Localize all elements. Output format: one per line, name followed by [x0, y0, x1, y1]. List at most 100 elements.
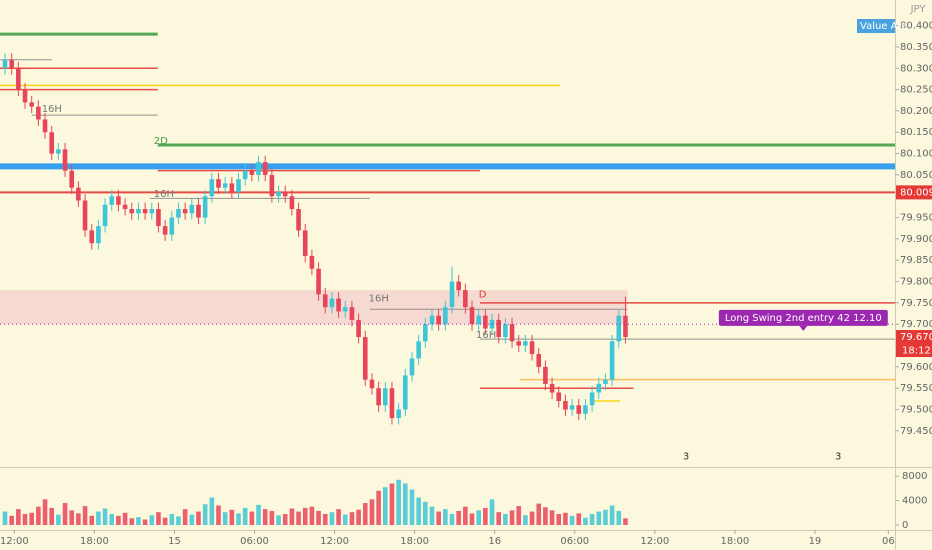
volume-bar — [49, 507, 55, 525]
volume-bar — [336, 509, 341, 525]
currency-label: JPY — [910, 4, 927, 15]
signal-pointer — [799, 325, 808, 331]
volume-bar — [369, 499, 375, 525]
candle-body — [129, 209, 135, 214]
volume-bar — [189, 514, 195, 525]
candle-body — [109, 196, 115, 205]
volume-bar — [583, 517, 588, 525]
x-tick-label: 12:00 — [640, 536, 669, 547]
volume-bar — [563, 512, 568, 525]
candle-body — [403, 375, 408, 410]
volume-bar — [169, 514, 175, 525]
x-tick-label: 18:00 — [400, 536, 429, 547]
candle-body — [142, 209, 148, 214]
candle-body — [569, 405, 575, 410]
countdown: 18:12 — [902, 346, 931, 357]
volume-bar — [269, 510, 275, 525]
candle-body — [389, 388, 395, 419]
volume-bar — [249, 511, 255, 525]
volume-bar — [523, 515, 528, 525]
x-tick-label: 06 — [882, 536, 895, 547]
candle-body — [149, 209, 155, 214]
volume-bar — [309, 506, 315, 525]
volume-bar — [489, 499, 495, 525]
candle-body — [416, 341, 421, 359]
candle-body — [276, 191, 281, 197]
volume-bar — [109, 514, 115, 525]
candle-body — [262, 162, 268, 175]
volume-bar — [16, 509, 21, 525]
y-tick-label: 79.550 — [900, 383, 932, 394]
candle-body — [476, 315, 481, 325]
volume-bar — [202, 504, 208, 525]
candle-body — [463, 290, 468, 308]
volume-bar — [229, 509, 235, 525]
volume-bar — [403, 483, 408, 525]
volume-bar — [569, 515, 575, 525]
candle-body — [496, 319, 502, 338]
volume-bar — [429, 506, 435, 525]
volume-bar — [456, 510, 461, 525]
y-tick-label: 80.350 — [900, 42, 932, 53]
y-tick-label: 80.100 — [900, 149, 932, 160]
volume-bar — [543, 507, 548, 525]
candle-body — [342, 307, 348, 312]
candle-body — [162, 226, 168, 235]
volume-bar — [596, 511, 602, 525]
volume-bar — [136, 517, 141, 525]
candle-body — [102, 204, 108, 227]
volume-bar — [356, 509, 361, 525]
y-tick-label: 80.250 — [900, 85, 932, 96]
candle-body — [423, 324, 428, 342]
volume-bar — [262, 509, 268, 525]
volume-bar — [196, 511, 201, 525]
candle-body — [169, 217, 175, 235]
volume-bar — [556, 514, 562, 525]
volume-bar — [469, 513, 475, 525]
volume-bar — [483, 507, 488, 525]
candle-body — [89, 230, 95, 244]
y-tick-label: 79.900 — [900, 234, 932, 245]
volume-bar — [349, 512, 355, 525]
volume-bar — [409, 489, 415, 525]
volume-bar — [529, 511, 535, 525]
zone — [0, 290, 628, 325]
annotation: 16H — [369, 294, 389, 305]
y-tick-label: 80.150 — [900, 127, 932, 138]
volume-bar — [69, 510, 75, 525]
volume-bar — [589, 514, 595, 525]
candle-body — [409, 358, 415, 376]
y-tick-label: 80.200 — [900, 106, 932, 117]
volume-tick-label: 8000 — [902, 471, 927, 482]
candle-body — [42, 119, 48, 133]
candle-body — [576, 405, 582, 414]
volume-bar — [376, 490, 381, 525]
candle-body — [329, 298, 335, 308]
candle-body — [182, 209, 188, 214]
candle-body — [269, 174, 275, 197]
volume-bar — [416, 497, 421, 525]
candle-body — [516, 341, 522, 346]
candle-body — [209, 179, 215, 197]
candle-body — [309, 255, 315, 269]
volume-bar — [296, 511, 301, 525]
volume-bar — [9, 515, 14, 525]
candle-body — [136, 209, 141, 214]
x-tick-label: 06:00 — [240, 536, 269, 547]
candle-body — [289, 196, 295, 210]
x-tick-label: 16 — [488, 536, 501, 547]
volume-bar — [156, 512, 161, 525]
x-tick-label: 18:00 — [80, 536, 109, 547]
x-tick-label: 19 — [809, 536, 822, 547]
candle-body — [469, 307, 475, 325]
volume-bar — [423, 501, 428, 525]
volume-bar — [389, 483, 395, 525]
price-marker — [896, 330, 932, 345]
volume-bar — [276, 515, 281, 525]
annotation: 3 — [683, 451, 689, 462]
candle-body — [523, 341, 528, 346]
candle-body — [249, 170, 255, 175]
volume-bar — [116, 515, 121, 525]
annotation: 16H — [154, 189, 174, 200]
